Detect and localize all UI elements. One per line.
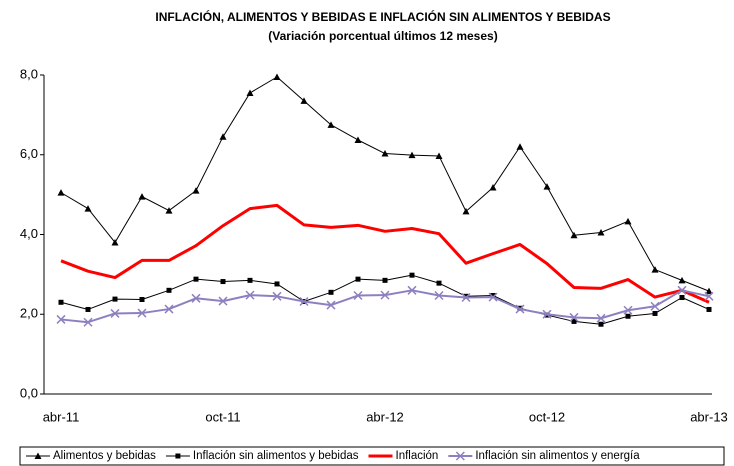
marker [409, 272, 415, 278]
chart-title: INFLACIÓN, ALIMENTOS Y BEBIDAS E INFLACI… [155, 9, 610, 24]
marker [516, 143, 524, 150]
marker [490, 293, 496, 299]
marker [704, 291, 714, 301]
y-tick-label: 6,0 [20, 146, 38, 161]
marker [34, 452, 42, 459]
marker [247, 277, 253, 283]
marker [327, 121, 335, 128]
marker [434, 290, 444, 301]
marker [489, 183, 497, 191]
chart-subtitle: (Variación porcentual últimos 12 meses) [268, 29, 497, 43]
marker [569, 312, 579, 322]
series-line [60, 203, 710, 304]
marker [166, 287, 172, 293]
marker [461, 292, 471, 303]
marker [382, 277, 388, 283]
marker [625, 313, 631, 319]
marker [111, 238, 119, 246]
marker [139, 296, 145, 302]
marker [220, 279, 226, 285]
marker [380, 290, 390, 300]
marker [112, 296, 118, 302]
x-tick-label: oct-11 [205, 409, 240, 424]
marker [488, 292, 498, 302]
marker [353, 290, 363, 301]
marker [85, 306, 91, 312]
marker [706, 306, 712, 312]
marker [623, 305, 633, 315]
marker [219, 133, 227, 140]
x-tick-label: oct-12 [529, 409, 565, 424]
marker [515, 304, 525, 314]
x-tick-label: abr-12 [366, 409, 404, 424]
y-tick-label: 2,0 [20, 306, 38, 321]
marker [408, 151, 416, 159]
marker [164, 304, 174, 314]
legend-box [19, 446, 725, 466]
marker [354, 136, 362, 143]
marker [192, 187, 200, 194]
marker [407, 285, 417, 295]
marker [650, 301, 660, 311]
x-tick-label: abr-13 [690, 409, 728, 424]
marker [326, 300, 336, 310]
marker [651, 266, 659, 273]
marker [165, 207, 173, 214]
marker [175, 453, 181, 459]
legend-label: Inflación sin alimentos y energía [475, 450, 640, 462]
marker [299, 296, 309, 307]
marker [678, 276, 686, 284]
marker [110, 308, 120, 318]
marker [543, 183, 551, 190]
marker [435, 152, 443, 159]
marker [455, 451, 465, 461]
marker [597, 229, 605, 236]
y-tick-label: 0,0 [20, 385, 38, 400]
marker [274, 281, 280, 287]
marker [381, 150, 389, 157]
legend-label: Alimentos y bebidas [53, 450, 156, 462]
marker [596, 313, 606, 323]
marker [58, 299, 64, 305]
marker [137, 308, 147, 318]
marker [570, 231, 578, 239]
marker [436, 280, 442, 286]
marker [598, 321, 604, 327]
marker [56, 314, 66, 324]
y-tick-label: 8,0 [20, 66, 38, 81]
y-tick-label: 4,0 [20, 226, 38, 241]
marker [677, 285, 687, 295]
marker [191, 293, 201, 303]
legend-label: Inflación [396, 450, 439, 462]
marker [624, 217, 632, 225]
marker [300, 97, 308, 104]
x-tick-label: abr-11 [43, 409, 80, 424]
legend-label: Inflación sin alimentos y bebidas [193, 450, 359, 462]
marker [571, 318, 577, 324]
marker [84, 205, 92, 212]
marker [328, 289, 334, 295]
marker [705, 287, 713, 295]
marker [245, 290, 255, 300]
marker [138, 193, 146, 200]
marker [355, 276, 361, 282]
marker [57, 189, 65, 196]
marker [193, 276, 199, 282]
marker [272, 291, 282, 301]
marker [679, 295, 685, 301]
marker [463, 293, 469, 299]
marker [462, 207, 470, 215]
marker [246, 89, 254, 96]
marker [542, 309, 552, 319]
marker [83, 317, 93, 327]
marker [218, 296, 228, 306]
marker [273, 73, 281, 80]
marker [652, 310, 658, 316]
